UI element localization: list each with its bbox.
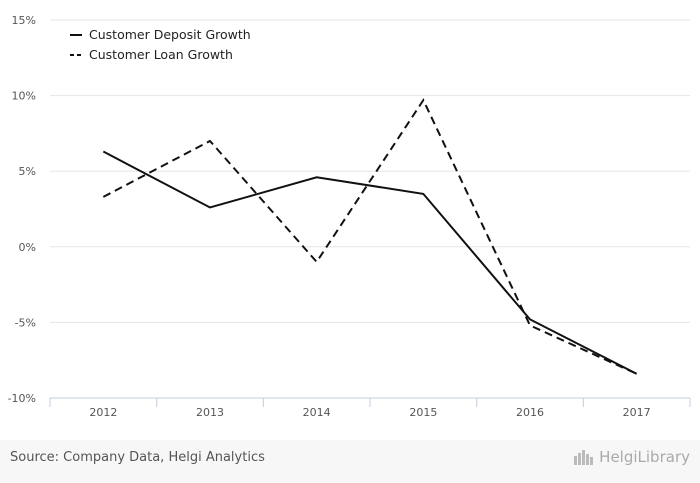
y-axis-ticks: -10% -5% 0% 5% 10% 15%: [8, 14, 36, 405]
library-logo-icon: [574, 450, 594, 465]
source-note: Source: Company Data, Helgi Analytics: [10, 450, 265, 465]
legend-label: Customer Deposit Growth: [89, 27, 251, 42]
y-tick-label: -5%: [15, 316, 36, 329]
line-chart: -10%-5%0%5%10%15% 2012 2013 2014 2015 2016 20…: [8, 14, 691, 419]
legend-label: Customer Loan Growth: [89, 47, 233, 62]
y-tick-label: 10%: [12, 90, 36, 103]
x-tick-label: 2014: [303, 406, 331, 419]
x-tick-label: 2012: [89, 406, 117, 419]
x-tick-label: 2015: [409, 406, 437, 419]
x-axis: 2012 2013 2014 2015 2016 2017: [49, 397, 691, 419]
x-tick-label: 2013: [196, 406, 224, 419]
x-tick-label: 2016: [516, 406, 544, 419]
series-lines: [102, 98, 638, 375]
x-tick-label: 2017: [623, 406, 651, 419]
series-line: [102, 98, 638, 375]
brand-name: HelgiLibrary: [599, 448, 690, 466]
gridlines: [50, 19, 690, 323]
legend: Customer Deposit Growth Customer Loan Gro…: [70, 27, 251, 62]
y-tick-label: 5%: [19, 165, 36, 178]
series-line: [102, 150, 638, 375]
y-tick-label: 0%: [19, 241, 36, 254]
y-tick-label: -10%: [8, 392, 36, 405]
brand-logo-group[interactable]: HelgiLibrary: [573, 448, 690, 466]
y-tick-label: 15%: [12, 14, 36, 27]
chart-area: -10% -5% 0% 5% 10% 15% 2012 2013 2014 2015 2016 20…: [7, 14, 691, 419]
